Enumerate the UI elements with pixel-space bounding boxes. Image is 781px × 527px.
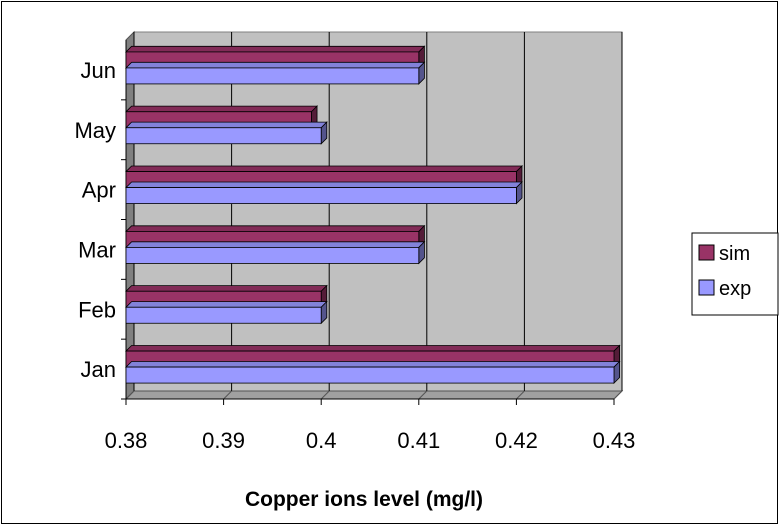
bar-top-face — [125, 165, 523, 172]
x-tick-label: 0.38 — [105, 428, 148, 453]
bar — [125, 61, 426, 85]
y-axis-labels: Jun May Apr Mar Feb Jan — [74, 58, 116, 382]
floor-gridline — [125, 390, 135, 400]
bar-top-face — [125, 105, 319, 113]
legend-label: sim — [719, 243, 750, 265]
floor-gridline — [613, 390, 623, 400]
bar-top-face — [125, 61, 426, 69]
bar-top-face — [125, 285, 328, 292]
y-tick-label: May — [74, 118, 116, 143]
bar-front-face — [125, 366, 615, 384]
x-axis-title: Copper ions level (mg/l) — [245, 488, 483, 511]
bar-front-face — [125, 247, 420, 264]
bar — [125, 240, 426, 265]
legend: sim exp — [691, 232, 779, 316]
bar-front-face — [125, 306, 322, 324]
bar-top-face — [125, 181, 523, 188]
x-tick-label: 0.41 — [397, 428, 440, 453]
bar — [125, 300, 328, 325]
floor-gridline — [418, 390, 428, 400]
bars-group — [125, 45, 621, 385]
plot-floor — [124, 390, 624, 400]
bar-top-face — [125, 345, 621, 352]
floor-gridline — [516, 390, 525, 400]
y-tick-label: Feb — [78, 297, 116, 322]
bar — [125, 121, 328, 145]
bar-front-face — [125, 187, 517, 204]
y-tick-label: Jan — [81, 357, 116, 382]
bar-front-face — [125, 67, 420, 85]
x-tick-label: 0.39 — [202, 428, 245, 453]
bar — [125, 181, 523, 205]
x-tick-label: 0.4 — [306, 428, 337, 453]
x-tick-label: 0.43 — [593, 428, 636, 453]
legend-swatch — [698, 244, 715, 261]
plot-back-wall — [133, 31, 623, 392]
bar-top-face — [125, 361, 621, 368]
x-axis-labels: 0.38 0.39 0.4 0.41 0.42 0.43 — [105, 428, 636, 453]
bar-top-face — [125, 45, 426, 53]
legend-label: exp — [719, 278, 751, 300]
floor-gridline — [223, 390, 232, 400]
y-tick-label: Mar — [78, 237, 116, 262]
bar — [125, 360, 621, 385]
y-tick-label: Apr — [82, 178, 116, 203]
bar-front-face — [125, 127, 322, 145]
y-tick-label: Jun — [81, 58, 116, 83]
bar-top-face — [125, 121, 328, 129]
bar-top-face — [125, 225, 426, 232]
bar-top-face — [125, 241, 426, 248]
plot-side-wall — [125, 30, 135, 401]
legend-swatch — [698, 279, 715, 296]
floor-gridline — [320, 390, 330, 400]
x-tick-label: 0.42 — [495, 428, 538, 453]
bar-top-face — [125, 301, 328, 308]
